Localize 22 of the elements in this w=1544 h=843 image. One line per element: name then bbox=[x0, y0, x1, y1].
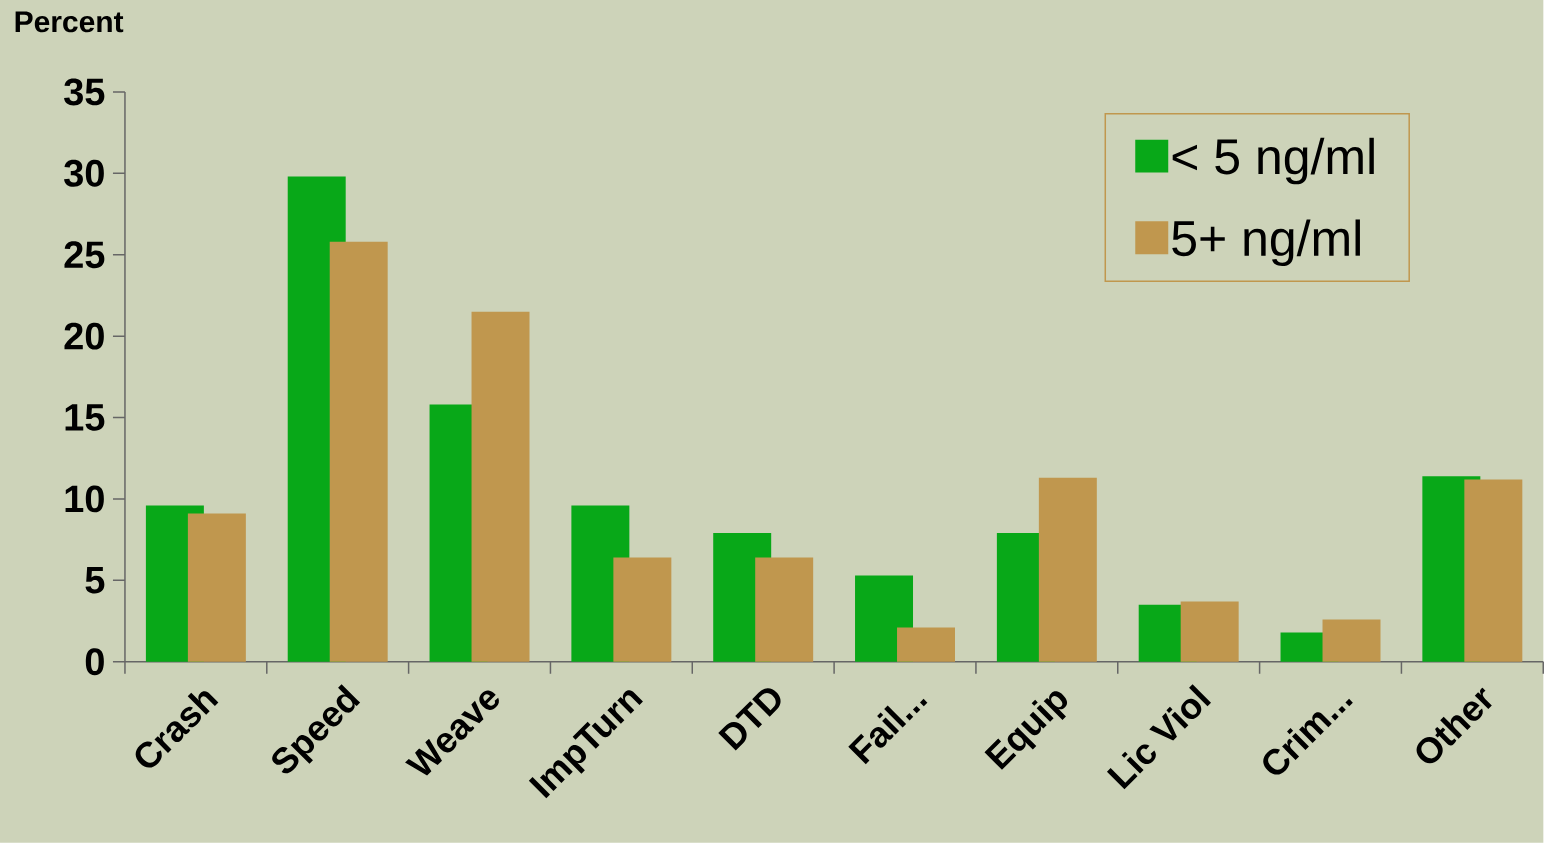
bar bbox=[187, 513, 246, 662]
y-tick-label: 10 bbox=[65, 485, 104, 513]
legend-label: < 5 ng/ml bbox=[1172, 137, 1374, 185]
y-tick-label: 0 bbox=[85, 648, 104, 676]
bar bbox=[897, 627, 955, 662]
bar bbox=[613, 557, 672, 662]
bar bbox=[755, 557, 814, 662]
bar bbox=[1464, 479, 1523, 662]
y-tick-label: 30 bbox=[64, 160, 104, 187]
bar bbox=[1322, 619, 1381, 662]
y-axis-title: Percent bbox=[15, 11, 124, 33]
x-tick-label: Lic Viol bbox=[1106, 684, 1211, 790]
y-tick-label: 5 bbox=[85, 567, 105, 594]
bar bbox=[1038, 477, 1097, 662]
y-tick-label: 15 bbox=[65, 404, 105, 431]
y-tick-label: 20 bbox=[64, 322, 104, 350]
bar bbox=[471, 311, 530, 662]
bar bbox=[1180, 601, 1239, 662]
bar bbox=[329, 241, 388, 662]
legend-label: 5+ ng/ml bbox=[1172, 219, 1360, 267]
y-tick-label: 35 bbox=[64, 78, 105, 106]
y-tick-label: 25 bbox=[64, 241, 105, 269]
